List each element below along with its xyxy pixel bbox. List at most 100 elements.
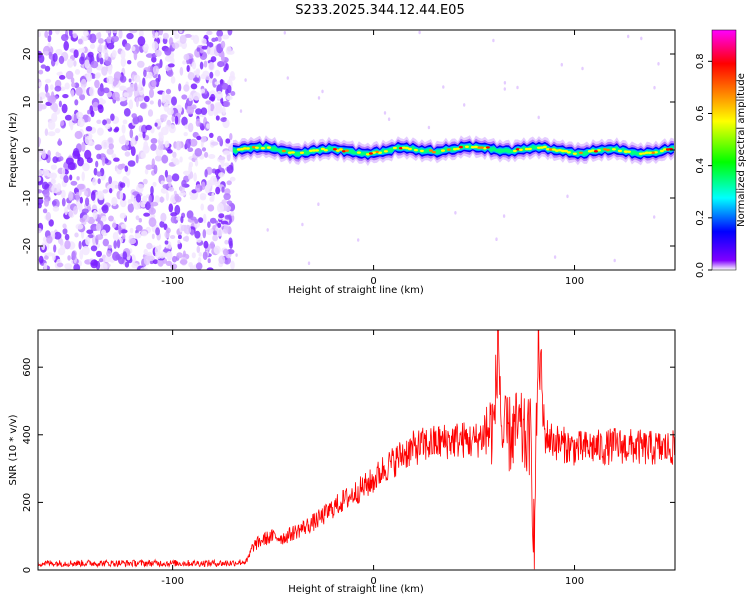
heatmap-noise-cell (160, 212, 167, 222)
heatmap-noise-cell (108, 143, 114, 150)
heatmap-noise-cell (90, 191, 96, 201)
heatmap-noise-cell (50, 178, 57, 185)
heatmap-noise-cell (205, 100, 212, 105)
heatmap-noise-cell (81, 141, 86, 152)
heatmap-noise-cell (59, 75, 66, 80)
heatmap-signal-peak (314, 149, 319, 152)
heatmap-noise-cell (118, 225, 122, 235)
heatmap-noise-cell (209, 103, 215, 112)
heatmap-noise-cell (56, 262, 64, 268)
heatmap-noise-cell (73, 263, 81, 270)
snr-ytick-label: 600 (22, 358, 33, 377)
snr-ylabel: SNR (10 * v/v) (8, 414, 19, 485)
heatmap-noise-cell (114, 126, 120, 132)
heatmap-noise-cell (211, 37, 217, 42)
heatmap-noise-cell (503, 87, 506, 91)
heatmap-noise-cell (104, 52, 109, 61)
heatmap-noise-cell (196, 135, 202, 141)
heatmap-noise-cell (65, 70, 74, 80)
heatmap-noise-cell (70, 180, 78, 186)
heatmap-signal-peak (428, 149, 433, 152)
heatmap-noise-cell (190, 229, 195, 236)
heatmap-noise-cell (76, 183, 85, 190)
heatmap-noise-cell (70, 122, 74, 131)
heatmap-signal-peak (335, 149, 340, 152)
heatmap-noise-cell (206, 42, 214, 48)
heatmap-noise-cell (120, 49, 126, 60)
heatmap-noise-cell (97, 127, 104, 136)
heatmap-noise-cell (566, 194, 569, 199)
heatmap-noise-cell (149, 100, 154, 105)
heatmap-noise-cell (74, 232, 79, 238)
heatmap-noise-cell (189, 195, 198, 200)
heatmap-noise-cell (121, 124, 126, 134)
heatmap-noise-cell (48, 219, 54, 227)
heatmap-noise-cell (230, 260, 235, 270)
heatmap-signal-peak (557, 149, 562, 152)
heatmap-signal-peak (659, 149, 664, 153)
heatmap-noise-cell (105, 30, 111, 34)
heatmap-noise-cell (109, 188, 113, 194)
heatmap-noise-cell (119, 75, 127, 83)
heatmap-noise-cell (55, 151, 60, 157)
heatmap-noise-cell (209, 217, 217, 224)
heatmap-noise-cell (222, 106, 226, 115)
heatmap-noise-cell (62, 223, 67, 229)
heatmap-noise-cell (223, 205, 232, 212)
heatmap-noise-cell (92, 209, 98, 220)
heatmap-signal-peak (401, 146, 406, 149)
heatmap-noise-cell (152, 65, 159, 75)
heatmap-noise-cell (214, 81, 222, 86)
heatmap-noise-cell (157, 74, 161, 82)
heatmap-noise-cell (183, 224, 187, 234)
heatmap-noise-cell (179, 66, 184, 76)
heatmap-noise-cell (128, 78, 132, 83)
snr-xtick-label: 0 (370, 576, 376, 587)
heatmap-noise-cell (71, 82, 76, 88)
heatmap-noise-cell (80, 78, 87, 89)
heatmap-noise-cell (209, 196, 214, 202)
heatmap-xtick-label: -100 (161, 276, 184, 287)
heatmap-noise-cell (143, 141, 149, 150)
heatmap-noise-cell (96, 171, 102, 177)
heatmap-noise-cell (73, 60, 77, 67)
heatmap-noise-cell (164, 47, 172, 56)
heatmap-noise-cell (99, 97, 104, 103)
heatmap-noise-cell (143, 69, 147, 78)
heatmap-noise-cell (516, 85, 519, 90)
heatmap-noise-cell (111, 180, 119, 186)
heatmap-noise-cell (239, 109, 243, 113)
heatmap-noise-cell (84, 149, 92, 160)
heatmap-signal-peak (554, 149, 559, 152)
heatmap-signal-peak (560, 149, 565, 153)
heatmap-noise-cell (97, 86, 105, 97)
heatmap-noise-cell (216, 30, 224, 38)
heatmap-noise-cell (101, 215, 107, 222)
heatmap-noise-cell (212, 234, 219, 242)
heatmap-noise-cell (70, 77, 75, 84)
heatmap-noise-cell (63, 40, 69, 51)
heatmap-noise-cell (223, 224, 229, 234)
heatmap-noise-cell (190, 83, 198, 90)
heatmap-signal-peak (266, 146, 271, 149)
heatmap-noise-cell (154, 155, 162, 162)
heatmap-noise-cell (95, 223, 102, 232)
heatmap-noise-cell (152, 259, 159, 265)
heatmap-noise-cell (97, 38, 104, 44)
heatmap-noise-cell (215, 115, 220, 121)
heatmap-signal-peak (368, 152, 373, 155)
heatmap-noise-cell (77, 117, 85, 128)
heatmap-noise-cell (41, 242, 46, 251)
heatmap-noise-cell (181, 179, 187, 188)
heatmap-noise-cell (317, 96, 321, 100)
heatmap-noise-cell (223, 66, 227, 73)
heatmap-noise-cell (179, 156, 183, 163)
heatmap-noise-cell (653, 215, 656, 219)
heatmap-noise-cell (116, 239, 121, 249)
heatmap-noise-cell (102, 119, 107, 126)
heatmap-noise-cell (130, 193, 135, 202)
heatmap-noise-cell (165, 124, 169, 131)
heatmap-xlabel: Height of straight line (km) (288, 285, 424, 296)
heatmap-noise-cell (168, 37, 174, 46)
heatmap-noise-cell (51, 112, 58, 123)
